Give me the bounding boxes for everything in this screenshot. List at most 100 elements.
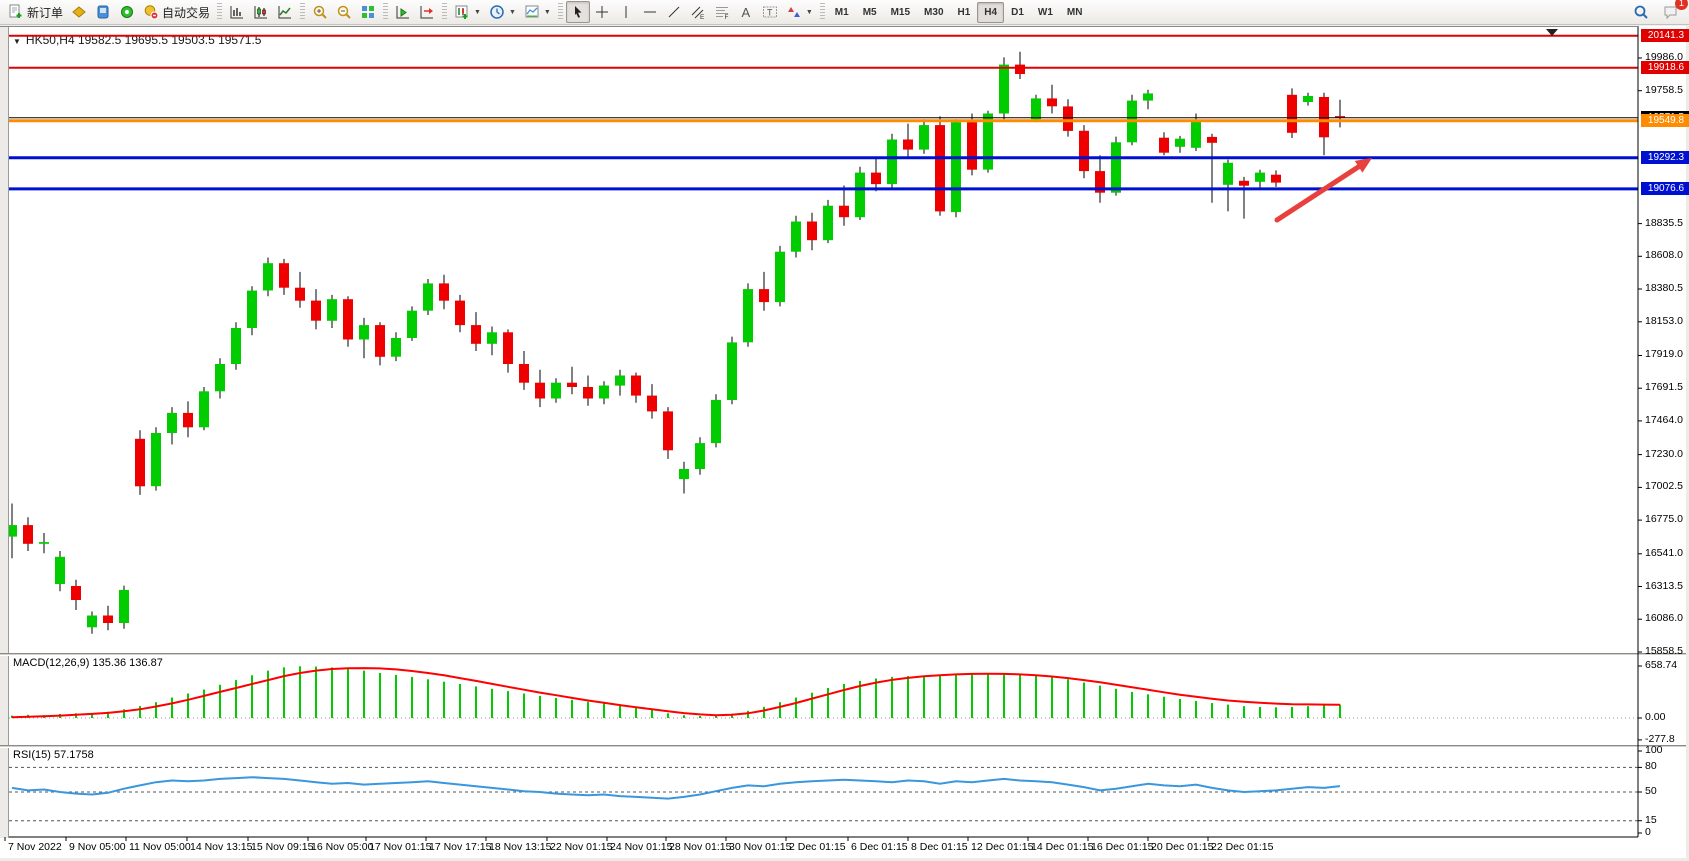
horizontal-line-icon: [643, 11, 656, 13]
rsi-axis-tick: 100: [1645, 744, 1663, 756]
time-axis-label: 7 Nov 2022: [8, 841, 62, 853]
timeframe-m15-button[interactable]: M15: [890, 6, 911, 18]
horizontal-line-button[interactable]: [638, 1, 662, 23]
chart-shift-button[interactable]: [415, 1, 439, 23]
chevron-down-icon: ▼: [474, 8, 481, 16]
arrows-icon: [787, 7, 800, 17]
price-line-label: 20141.3: [1641, 28, 1689, 42]
time-axis-label: 17 Nov 01:15: [369, 841, 432, 853]
auto-trading-label: 自动交易: [162, 5, 211, 20]
arrows-button[interactable]: ▼: [782, 1, 817, 23]
time-axis-label: 14 Nov 13:15: [190, 841, 253, 853]
svg-text:A: A: [741, 5, 750, 20]
text-label-button[interactable]: T: [758, 1, 782, 23]
chart-bottom-border: [0, 858, 1689, 861]
macd-axis-tick: 658.74: [1645, 658, 1678, 671]
toolbar: 新订单 自动交易 ▼ ▼ ▼ E F A T ▼ M1 M5 M15 M30 H1 H4 D1 W1 MN 1: [0, 0, 1689, 25]
auto-trading-icon: [144, 5, 159, 20]
gold-deposit-icon: [72, 6, 86, 18]
timeframe-m30-button[interactable]: M30: [924, 6, 944, 18]
toolbar-separator: [442, 3, 448, 21]
price-axis-tick: 18380.5: [1645, 282, 1683, 295]
rsi-pane-splitter[interactable]: [0, 745, 1686, 748]
search-button[interactable]: [1629, 1, 1653, 23]
time-axis-label: 22 Dec 01:15: [1211, 841, 1274, 853]
chart-title-area: ▼ HK50,H4 19582.5 19695.5 19503.5 19571.5: [13, 33, 261, 47]
price-axis-tick: 16313.5: [1645, 579, 1683, 592]
time-axis-label: 22 Nov 01:15: [550, 841, 613, 853]
new-chart-icon: [455, 5, 468, 19]
time-axis-label: 14 Dec 01:15: [1031, 841, 1094, 853]
timeframe-h1-button[interactable]: H1: [957, 6, 971, 18]
cursor-button[interactable]: [565, 1, 590, 23]
time-axis-label: 12 Dec 01:15: [971, 841, 1034, 853]
timeframe-h4-button[interactable]: H4: [977, 1, 1005, 23]
trend-line-button[interactable]: [662, 1, 686, 23]
auto-scroll-button[interactable]: [391, 1, 415, 23]
chart-title-collapse-icon[interactable]: ▼: [13, 37, 21, 46]
time-axis-label: 16 Dec 01:15: [1091, 841, 1154, 853]
chart-plot[interactable]: [0, 26, 1689, 861]
text-label-icon: T: [762, 6, 777, 18]
text-button[interactable]: A: [734, 1, 758, 23]
search-icon: [1634, 5, 1648, 19]
signals-button[interactable]: [115, 1, 139, 23]
crosshair-button[interactable]: [590, 1, 614, 23]
time-axis-label: 11 Nov 05:00: [129, 841, 191, 853]
trend-line-icon: [668, 6, 680, 18]
notifications-button[interactable]: 1: [1659, 0, 1688, 23]
timeframe-w1-button[interactable]: W1: [1037, 6, 1053, 18]
tile-windows-button[interactable]: [356, 1, 380, 23]
templates-button[interactable]: ▼: [520, 1, 555, 23]
rsi-axis-tick: 15: [1645, 813, 1657, 826]
zoom-in-button[interactable]: [308, 1, 332, 23]
macd-pane-splitter[interactable]: [0, 653, 1686, 656]
price-axis-tick: 19986.0: [1645, 51, 1683, 63]
chevron-down-icon: ▼: [508, 8, 516, 16]
gold-deposit-button[interactable]: [67, 1, 91, 23]
new-chart-button[interactable]: ▼: [450, 1, 485, 23]
time-axis-label: 28 Nov 01:15: [669, 841, 732, 853]
equidistant-channel-icon: E: [691, 6, 705, 20]
rsi-axis-tick: 80: [1645, 760, 1657, 773]
toolbar-separator: [217, 3, 223, 21]
time-axis-label: 17 Nov 17:15: [429, 841, 492, 853]
time-axis-label: 24 Nov 01:15: [610, 841, 673, 853]
macd-axis-tick: 0.00: [1645, 711, 1666, 723]
equidistant-channel-button[interactable]: E: [686, 1, 710, 23]
price-axis-tick: 16086.0: [1645, 612, 1683, 625]
price-axis-tick: 19758.5: [1645, 83, 1683, 96]
candlestick-mode-button[interactable]: [249, 1, 273, 23]
auto-trading-button[interactable]: 自动交易: [139, 1, 214, 23]
price-line-label: 19549.8: [1641, 113, 1689, 127]
new-order-button[interactable]: 新订单: [4, 1, 67, 23]
zoom-out-button[interactable]: [332, 1, 356, 23]
time-axis-label: 8 Dec 01:15: [911, 841, 968, 853]
chart-window[interactable]: ▼ HK50,H4 19582.5 19695.5 19503.5 19571.5…: [0, 26, 1689, 861]
timeframe-d1-button[interactable]: D1: [1011, 6, 1024, 18]
vertical-line-icon: [625, 6, 627, 18]
line-chart-mode-icon: [278, 6, 292, 19]
macd-axis-tick: -277.8: [1645, 732, 1675, 745]
text-icon: A: [741, 5, 750, 20]
time-axis-label: 20 Dec 01:15: [1151, 841, 1214, 853]
community-button[interactable]: [91, 1, 115, 23]
svg-text:E: E: [700, 14, 705, 20]
new-order-label: 新订单: [27, 5, 64, 20]
line-chart-mode-button[interactable]: [273, 1, 297, 23]
rsi-axis-tick: 50: [1645, 785, 1657, 797]
timeframe-mn-button[interactable]: MN: [1066, 6, 1083, 18]
bar-chart-mode-button[interactable]: [225, 1, 249, 23]
fibonacci-button[interactable]: F: [710, 1, 734, 23]
candles-layer: [9, 51, 1345, 634]
price-axis-tick: 18153.0: [1645, 314, 1683, 327]
time-axis-label: 9 Nov 05:00: [69, 841, 126, 853]
macd-indicator-label: MACD(12,26,9) 135.36 136.87: [13, 657, 163, 669]
chevron-down-icon: ▼: [543, 8, 551, 16]
toolbar-separator: [300, 3, 306, 21]
timeframe-m5-button[interactable]: M5: [862, 6, 877, 18]
vertical-line-button[interactable]: [614, 1, 638, 23]
periods-button[interactable]: ▼: [485, 1, 520, 23]
timeframe-m1-button[interactable]: M1: [834, 6, 849, 18]
time-axis-label: 15 Nov 09:15: [251, 841, 314, 853]
